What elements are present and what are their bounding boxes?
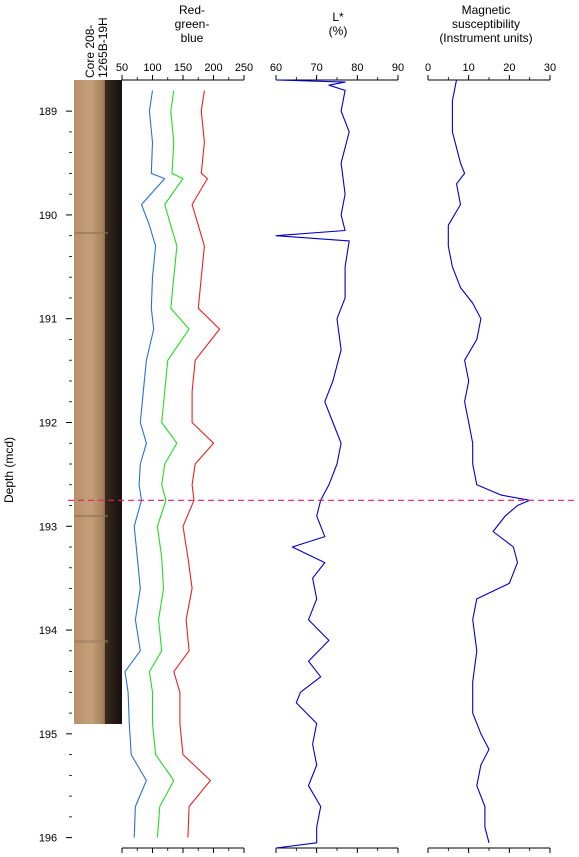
panel-title-line: (%) (329, 24, 348, 38)
x-tick-label: 50 (116, 62, 128, 74)
x-tick-label: 10 (463, 62, 475, 74)
x-tick-label: 0 (425, 62, 431, 74)
series-line-0-0 (124, 90, 166, 838)
depth-tick-label: 194 (39, 625, 57, 637)
depth-tick-label: 189 (39, 106, 57, 118)
x-tick-label: 20 (503, 62, 515, 74)
depth-axis-label: Depth (mcd) (2, 437, 16, 503)
depth-tick-label: 192 (39, 417, 57, 429)
panel-title-line: Magnetic (462, 3, 511, 17)
x-tick-label: 90 (392, 62, 404, 74)
x-tick-label: 60 (270, 62, 282, 74)
x-tick-label: 150 (174, 62, 192, 74)
rgb-panel: Red-green-blue 50 100 150 200 250 (116, 3, 253, 853)
x-tick-label: 200 (204, 62, 222, 74)
series-line-0-1 (148, 90, 190, 838)
panel-title-line: blue (181, 31, 204, 45)
panel-title-line: L* (332, 10, 344, 24)
x-tick-label: 250 (235, 62, 253, 74)
series-line-1-0 (275, 79, 350, 849)
series-line-0-2 (173, 90, 221, 838)
depth-tick-label: 191 (39, 314, 57, 326)
panel-title-line: Red- (179, 3, 205, 17)
x-tick-label: 100 (143, 62, 161, 74)
depth-tick-label: 195 (39, 729, 57, 741)
depth-axis: 189 190 191 192 193 194 195 196 (39, 106, 72, 845)
panel-title-line: green- (175, 17, 210, 31)
core-photo (74, 80, 122, 724)
panel-title-line: (Instrument units) (439, 31, 532, 45)
depth-tick-label: 196 (39, 833, 57, 845)
panel-title-line: susceptibility (452, 17, 520, 31)
series-line-2-0 (447, 79, 531, 843)
x-tick-label: 30 (544, 62, 556, 74)
x-tick-label: 70 (311, 62, 323, 74)
depth-tick-label: 190 (39, 210, 57, 222)
x-tick-label: 80 (351, 62, 363, 74)
depth-tick-label: 193 (39, 521, 57, 533)
core-label-line1: Core 208- (83, 25, 97, 78)
core-label-line2: 1265B-19H (96, 17, 110, 78)
lightness-panel: L*(%) 60 70 80 90 (270, 10, 404, 853)
